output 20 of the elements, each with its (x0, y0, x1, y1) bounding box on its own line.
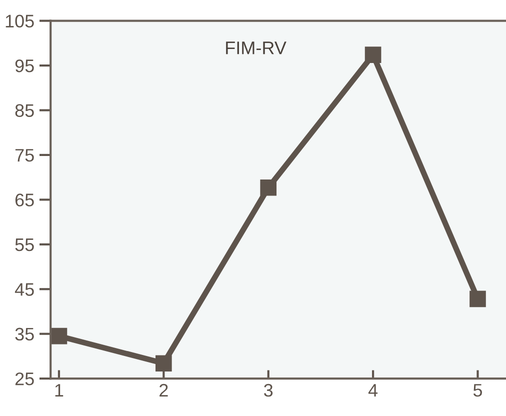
y-tick-label: 105 (6, 14, 34, 28)
x-tick-label: 4 (368, 384, 378, 397)
x-tick-label: 5 (473, 384, 482, 397)
text: FIM-RV (226, 42, 286, 54)
point (364, 46, 382, 63)
y-tick-label: 45 (14, 283, 34, 296)
y-tick-label: 35 (15, 328, 34, 341)
x-tick-label: 3 (264, 384, 273, 397)
y-tick-label: 25 (15, 372, 34, 386)
y-tick-label: 65 (15, 194, 34, 206)
point (50, 328, 68, 344)
point (470, 290, 486, 308)
x-tick-label: 2 (160, 384, 168, 397)
y-tick-label: 75 (15, 149, 34, 162)
y-tick-label: 55 (15, 238, 34, 252)
point (260, 179, 277, 196)
y-tick-label: 95 (15, 59, 34, 72)
y-tick-label: 85 (15, 104, 34, 117)
x-tick-label: 1 (55, 384, 64, 397)
point (156, 355, 172, 372)
